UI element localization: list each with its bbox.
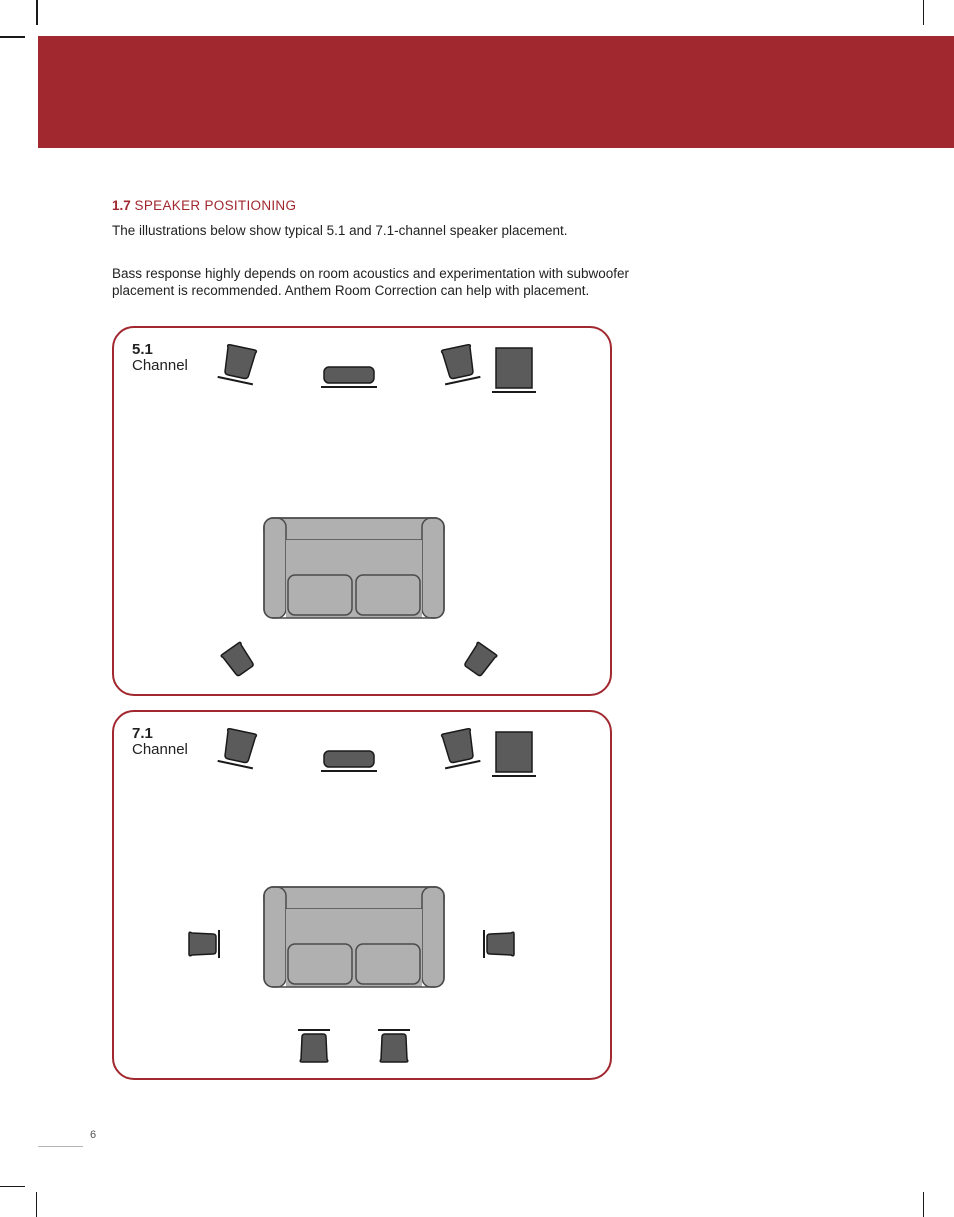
- crop-mark: [0, 1186, 25, 1187]
- paragraph-2: Bass response highly depends on room aco…: [112, 266, 672, 300]
- crop-mark: [923, 1192, 924, 1217]
- header-band: [38, 36, 954, 148]
- section-number: 1.7: [112, 198, 131, 213]
- page-number: 6: [90, 1129, 96, 1141]
- page-content: 1.7 SPEAKER POSITIONING The illustration…: [112, 198, 832, 1094]
- layout-5-1-svg: [114, 328, 614, 698]
- crop-mark: [36, 0, 38, 25]
- crop-mark: [0, 36, 25, 38]
- crop-mark: [36, 1192, 37, 1217]
- page-rule: [38, 1146, 83, 1147]
- paragraph-1: The illustrations below show typical 5.1…: [112, 223, 672, 240]
- layout-7-1-svg: [114, 712, 614, 1082]
- diagram-5-1: 5.1 Channel: [112, 326, 612, 696]
- crop-mark: [923, 0, 924, 25]
- section-heading: 1.7 SPEAKER POSITIONING: [112, 198, 832, 213]
- diagram-7-1: 7.1 Channel: [112, 710, 612, 1080]
- section-title-text: SPEAKER POSITIONING: [135, 198, 297, 213]
